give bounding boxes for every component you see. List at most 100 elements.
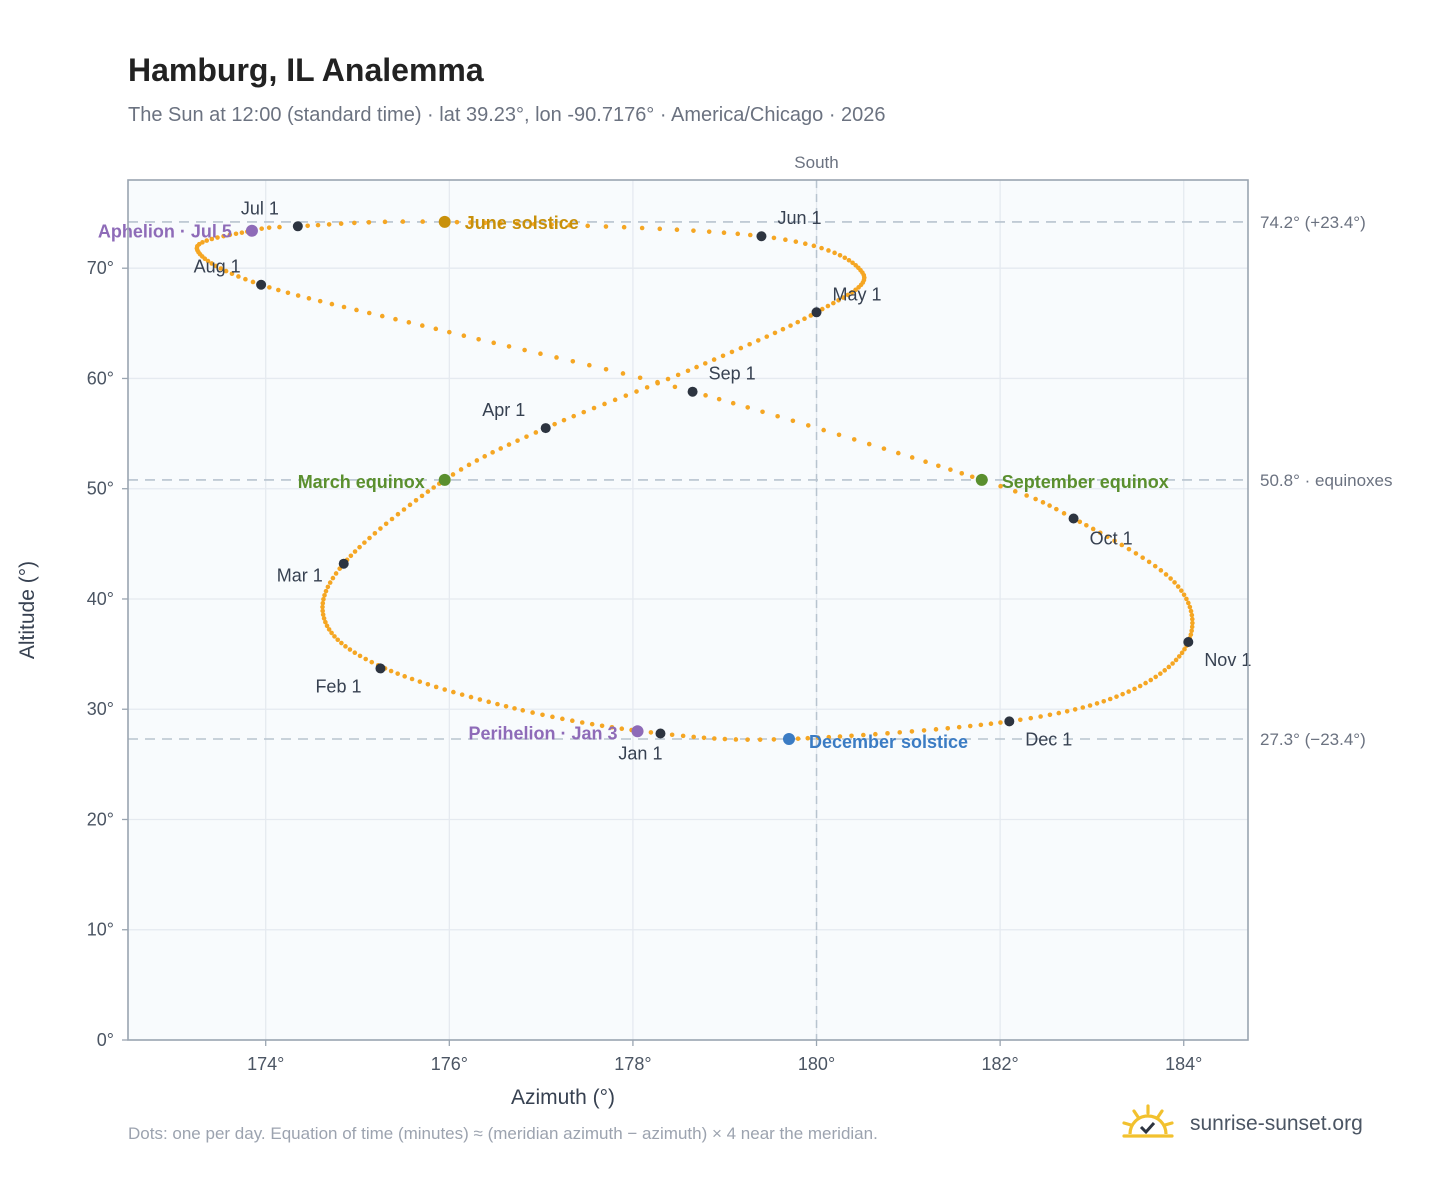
day-dot: [1162, 668, 1168, 673]
day-dot: [729, 349, 735, 355]
day-dot: [959, 471, 965, 476]
day-dot: [623, 393, 629, 398]
day-dot: [320, 608, 325, 614]
day-dot: [945, 725, 951, 731]
day-dot: [1179, 650, 1185, 656]
day-dot: [486, 699, 492, 705]
day-dot: [1173, 657, 1179, 663]
day-dot: [851, 437, 857, 442]
day-dot: [1054, 506, 1059, 512]
day-dot: [1072, 707, 1078, 712]
day-dot: [400, 219, 406, 224]
month-marker-label: Apr 1: [482, 400, 525, 420]
day-dot: [323, 619, 328, 625]
day-dot: [1148, 677, 1154, 683]
day-dot: [923, 459, 928, 465]
day-dot: [755, 338, 761, 343]
day-dot: [554, 355, 559, 360]
reference-line-label: 50.8° · equinoxes: [1260, 471, 1393, 490]
day-dot: [1172, 580, 1177, 585]
day-dot: [341, 304, 347, 310]
day-dot: [1094, 701, 1100, 706]
day-dot: [476, 336, 481, 342]
day-dot: [826, 248, 831, 253]
day-dot: [466, 462, 472, 468]
day-dot: [450, 472, 456, 477]
day-dot: [205, 258, 211, 264]
y-tick-label: 20°: [87, 809, 114, 829]
day-dot: [803, 241, 808, 246]
month-marker-dot: [375, 663, 386, 674]
day-dot: [795, 319, 801, 325]
x-tick-label: 182°: [982, 1054, 1019, 1074]
day-dot: [223, 268, 229, 274]
day-dot: [672, 384, 678, 390]
day-dot: [1137, 683, 1143, 689]
day-dot: [909, 729, 915, 734]
day-dot: [1064, 708, 1070, 714]
day-dot: [861, 732, 866, 738]
month-marker-label: Aug 1: [194, 257, 241, 277]
day-dot: [771, 235, 777, 241]
day-dot: [849, 733, 854, 739]
day-dot: [772, 330, 778, 336]
day-dot: [330, 575, 336, 581]
day-dot: [1087, 703, 1093, 708]
month-marker-dot: [256, 279, 267, 290]
brand-logo[interactable]: sunrise-sunset.org: [1120, 1102, 1400, 1146]
day-dot: [233, 231, 239, 237]
day-dot: [747, 341, 752, 347]
day-dot: [956, 724, 962, 730]
day-dot: [1182, 646, 1187, 652]
day-dot: [409, 676, 415, 682]
day-dot: [933, 727, 939, 732]
day-dot: [716, 396, 722, 402]
day-dot: [285, 290, 291, 296]
day-dot: [1176, 654, 1182, 659]
day-dot: [846, 257, 852, 263]
day-dot: [775, 413, 780, 419]
month-marker-dot: [540, 423, 551, 434]
day-dot: [209, 236, 215, 242]
day-dot: [1188, 632, 1194, 637]
day-dot: [329, 301, 335, 307]
day-dot: [229, 271, 235, 277]
day-dot: [333, 571, 339, 576]
day-dot: [701, 735, 707, 741]
day-dot: [745, 737, 750, 742]
month-marker-dot: [338, 558, 349, 569]
day-dot: [815, 735, 821, 741]
day-dot: [819, 245, 824, 251]
day-dot: [591, 405, 597, 411]
day-dot: [602, 401, 607, 407]
day-dot: [417, 679, 423, 684]
day-dot: [1056, 710, 1062, 716]
day-dot: [655, 379, 660, 385]
x-axis-label: Azimuth (°): [511, 1086, 615, 1109]
day-dot: [332, 634, 337, 639]
event-marker-dot: [782, 733, 795, 745]
day-dot: [1047, 503, 1052, 508]
day-dot: [691, 228, 696, 233]
day-dot: [425, 489, 431, 494]
day-dot: [477, 697, 483, 702]
day-dot: [213, 263, 219, 269]
x-tick-label: 176°: [431, 1054, 468, 1074]
day-dot: [266, 225, 272, 230]
day-dot: [921, 728, 927, 733]
day-dot: [378, 526, 383, 531]
day-dot: [811, 243, 817, 249]
day-dot: [783, 237, 788, 243]
month-marker-dot: [655, 728, 666, 739]
day-dot: [454, 219, 460, 225]
day-dot: [805, 423, 811, 428]
day-dot: [808, 313, 814, 318]
day-dot: [401, 507, 407, 512]
day-dot: [1105, 534, 1110, 540]
day-dot: [520, 708, 526, 713]
day-dot: [866, 441, 872, 447]
day-dot: [675, 372, 681, 378]
day-dot: [619, 726, 625, 732]
day-dot: [978, 722, 984, 728]
